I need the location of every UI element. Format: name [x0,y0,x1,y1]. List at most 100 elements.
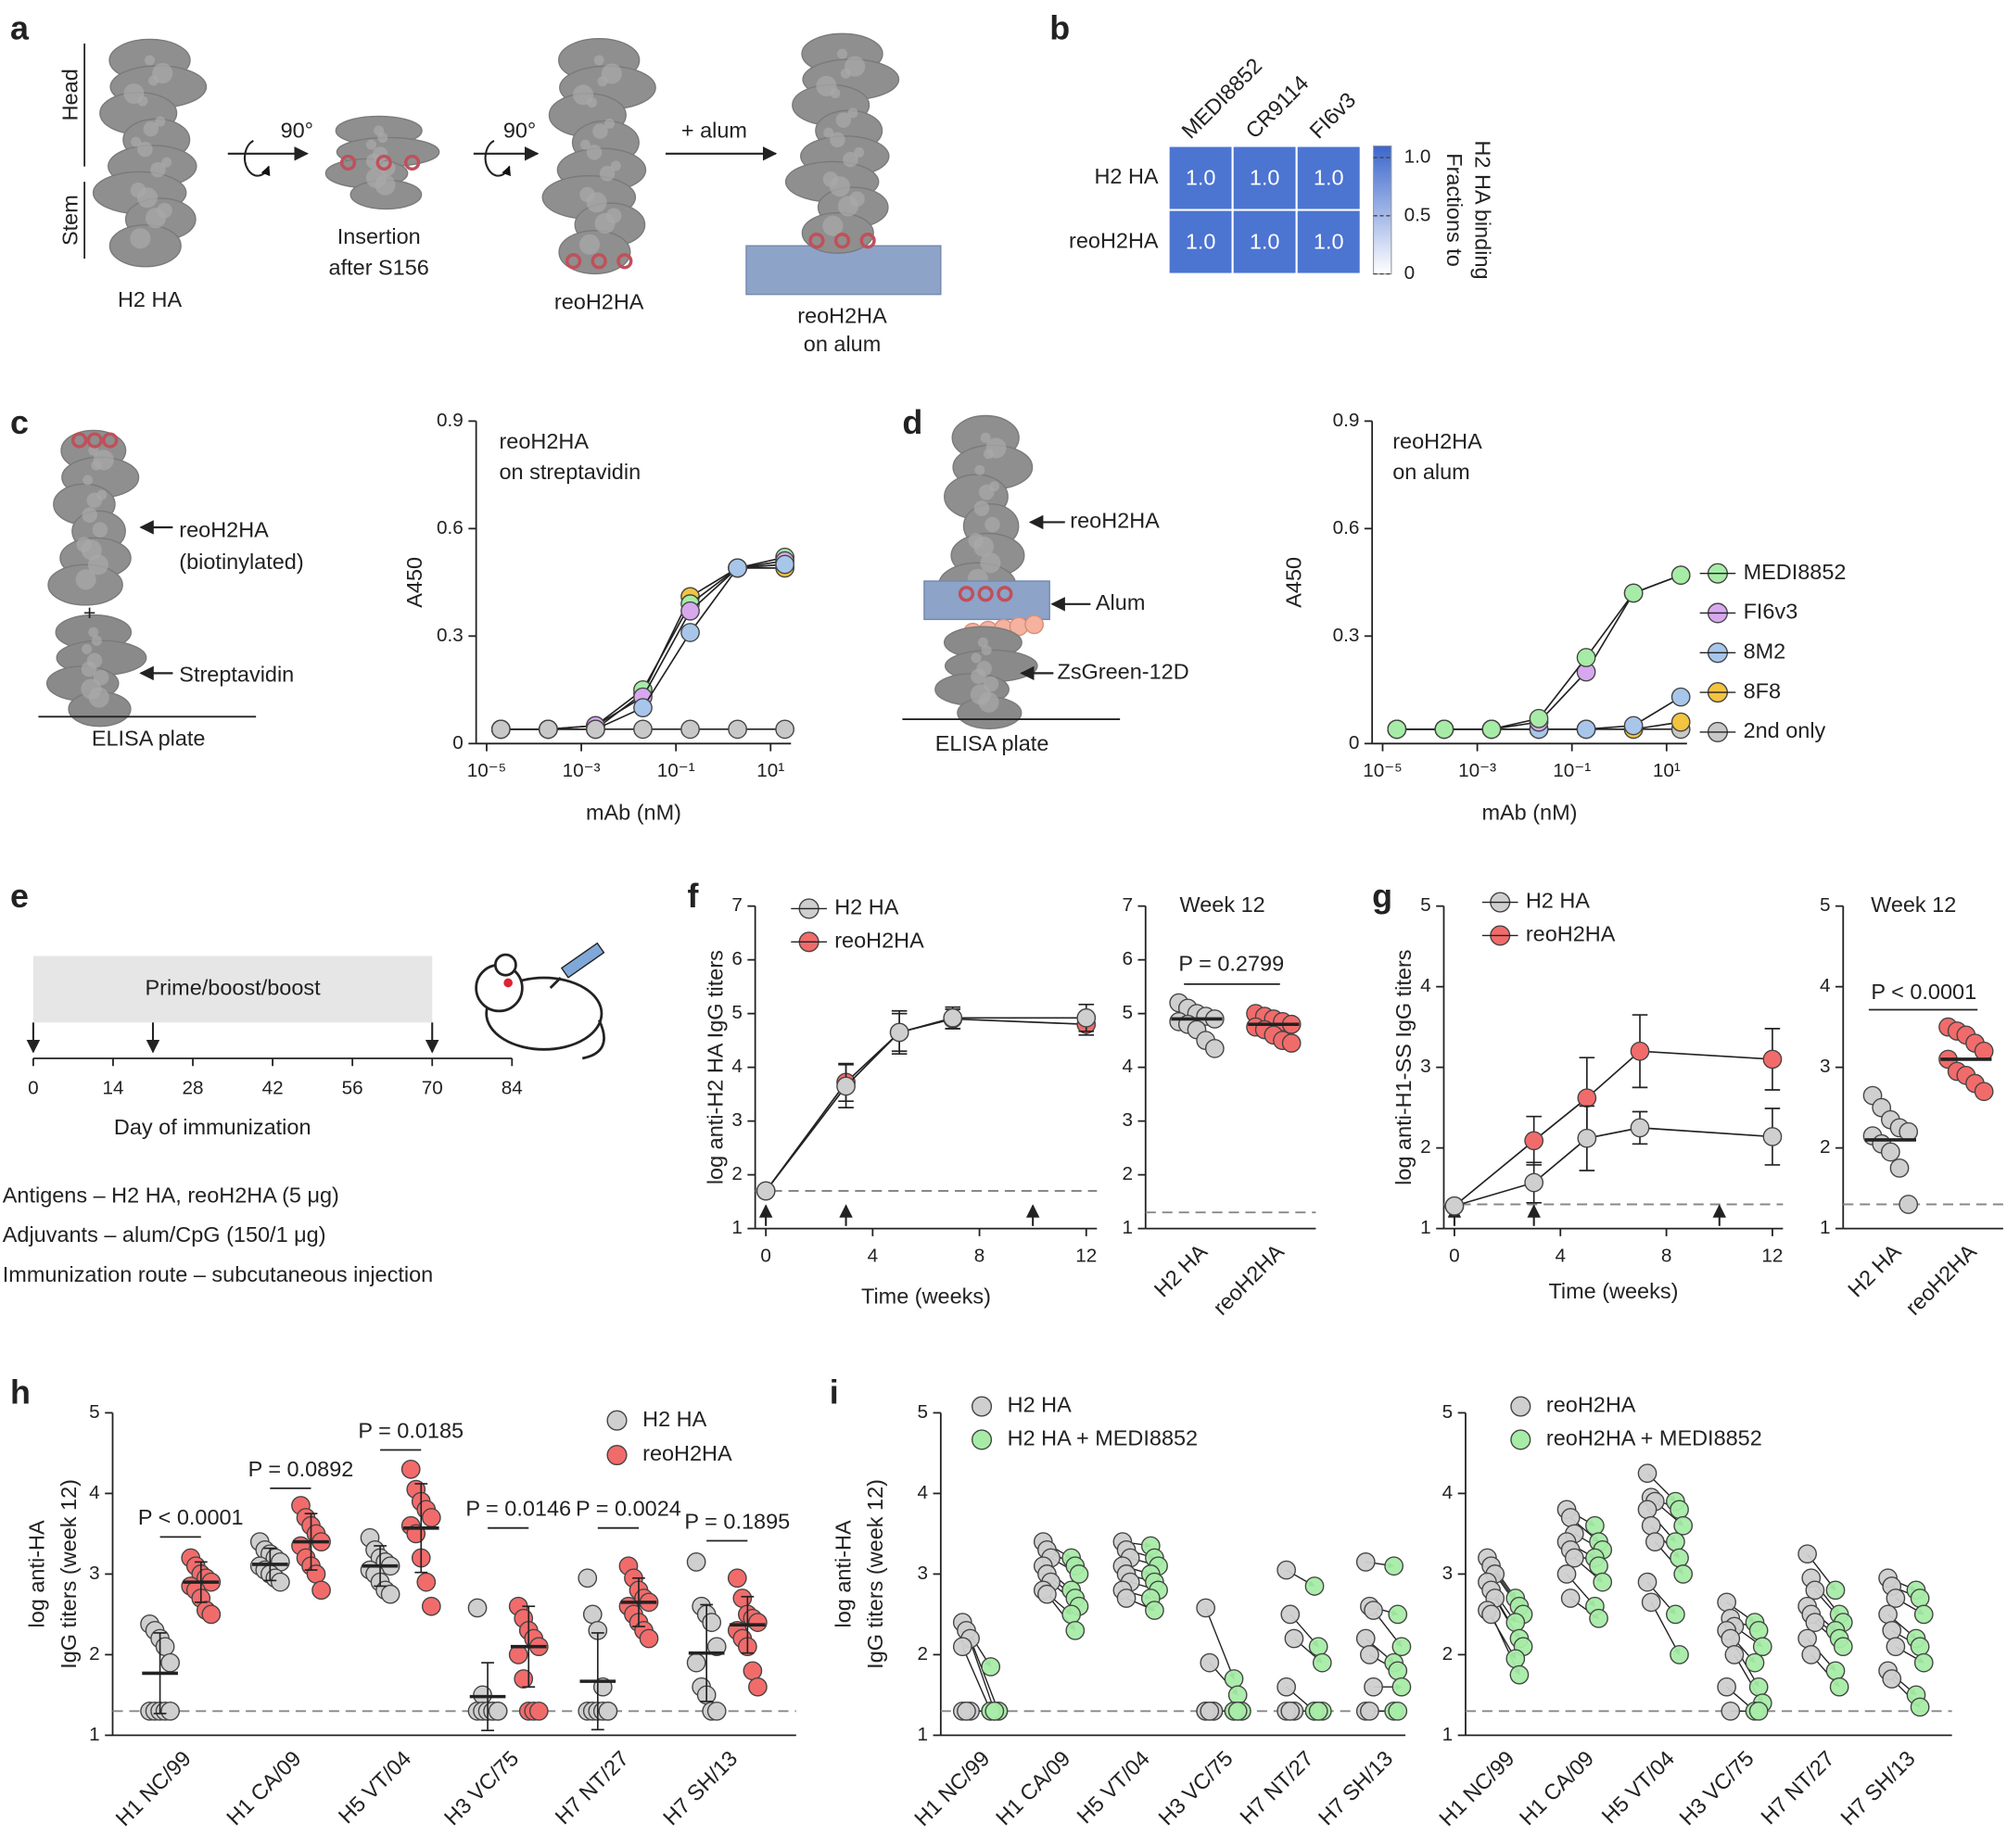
data-point [1717,1677,1736,1697]
data-point [1577,1088,1597,1108]
cell-label: 1.0 [1250,166,1280,190]
protein-texture [81,661,97,677]
syringe-needle [549,977,562,990]
series-line [1454,1050,1772,1207]
protein-texture [604,118,616,129]
protein-texture [579,186,595,203]
protein-texture [830,132,845,148]
data-point [1116,1589,1137,1608]
cell-label: 1.0 [1186,166,1216,190]
data-point [1577,1128,1597,1148]
data-point [1281,1033,1302,1053]
protein-texture [847,108,858,119]
data-point [1913,1652,1934,1673]
insertion-loop [339,154,357,171]
diagram-label: + [83,601,96,625]
panel-label: c [10,404,29,441]
data-point [1673,1515,1694,1536]
data-point [728,558,747,578]
protein-texture [150,161,166,178]
data-point [1666,1604,1685,1625]
data-point [586,719,605,740]
heatmap-cell [1295,209,1362,275]
y-tick-label: 2 [1122,1163,1133,1184]
x-axis-label: Time (weeks) [861,1284,991,1308]
y-tick-label: 2 [918,1643,929,1664]
chart-title: Week 12 [1871,892,1956,917]
protein-texture [82,507,97,523]
x-tick-label: reoH2HA [1208,1239,1289,1320]
data-point [1825,1580,1846,1601]
data-point [1825,1661,1846,1681]
data-point [1670,565,1691,585]
data-point [1505,1613,1526,1632]
structure-caption: H2 HA [118,287,182,311]
x-tick-label: H1 CA/09 [222,1746,305,1829]
data-point [889,1022,909,1043]
protein-texture [978,691,999,713]
pair-connector [1205,1607,1235,1680]
data-point [732,1589,753,1608]
data-point [1304,1576,1325,1596]
data-point [1277,1677,1296,1697]
data-point [1200,1652,1220,1673]
data-point [1387,719,1407,740]
panel-label: i [830,1374,839,1411]
data-point [421,1596,441,1616]
y-tick-label: 4 [1122,1056,1133,1077]
x-axis-label: mAb (nM) [1481,800,1577,824]
data-point [514,1669,534,1689]
data-point [1910,1589,1930,1608]
protein-texture [377,133,388,144]
data-point [706,1637,727,1657]
y-tick-label: 2 [1420,1136,1431,1158]
y-axis-label: IgG titers (week 12) [863,1479,887,1669]
protein-texture [83,475,94,486]
data-point [1666,1532,1685,1551]
x-tick-label: 10¹ [756,760,784,781]
data-point [1076,1007,1097,1028]
protein-illustration [45,614,147,728]
data-point [1641,1515,1661,1536]
protein-texture [983,676,999,692]
data-point [1641,1592,1661,1613]
data-point [1355,1552,1376,1572]
p-value: P = 0.0146 [465,1497,571,1521]
y-tick-label: 1 [918,1724,929,1745]
data-point [1913,1604,1934,1625]
data-point [836,1076,856,1096]
diagram-label: Streptavidin [179,662,294,686]
x-tick-label: 10⁻⁵ [467,760,507,781]
cell-label: 1.0 [1186,230,1216,254]
protein-texture [980,552,1001,574]
data-point [748,1613,768,1632]
x-tick-label: 10⁻⁵ [1363,760,1403,781]
p-value: P = 0.0892 [248,1457,354,1481]
protein-texture [76,537,93,552]
p-value: P = 0.2799 [1178,951,1284,975]
y-tick-label: 3 [1122,1109,1133,1131]
panel-label: h [10,1374,31,1411]
data-point [1882,1669,1902,1689]
insertion-loop [958,586,975,602]
x-tick-label: 0 [28,1078,39,1099]
data-point [201,1604,222,1625]
heatmap-cell [1295,145,1362,211]
legend-marker [1510,1396,1531,1417]
legend-label: reoH2HA [642,1441,732,1465]
protein-texture [849,191,865,207]
data-point [1227,1701,1248,1721]
legend-label: 8M2 [1744,639,1786,663]
diagram-label: (biotinylated) [179,550,303,574]
x-tick-label: H7 SH/13 [1836,1746,1919,1829]
data-point [1560,1508,1581,1527]
series-line [765,1018,1086,1192]
x-tick-label: H1 NC/99 [111,1746,196,1830]
data-point [1886,1589,1906,1608]
x-tick-label: 42 [262,1078,284,1099]
x-tick-label: H3 VC/75 [1674,1746,1758,1829]
data-point [488,1701,508,1721]
x-tick-label: H1 NC/99 [1434,1746,1518,1830]
y-tick-label: 5 [918,1401,929,1423]
y-tick-label: 0.9 [1333,410,1360,431]
